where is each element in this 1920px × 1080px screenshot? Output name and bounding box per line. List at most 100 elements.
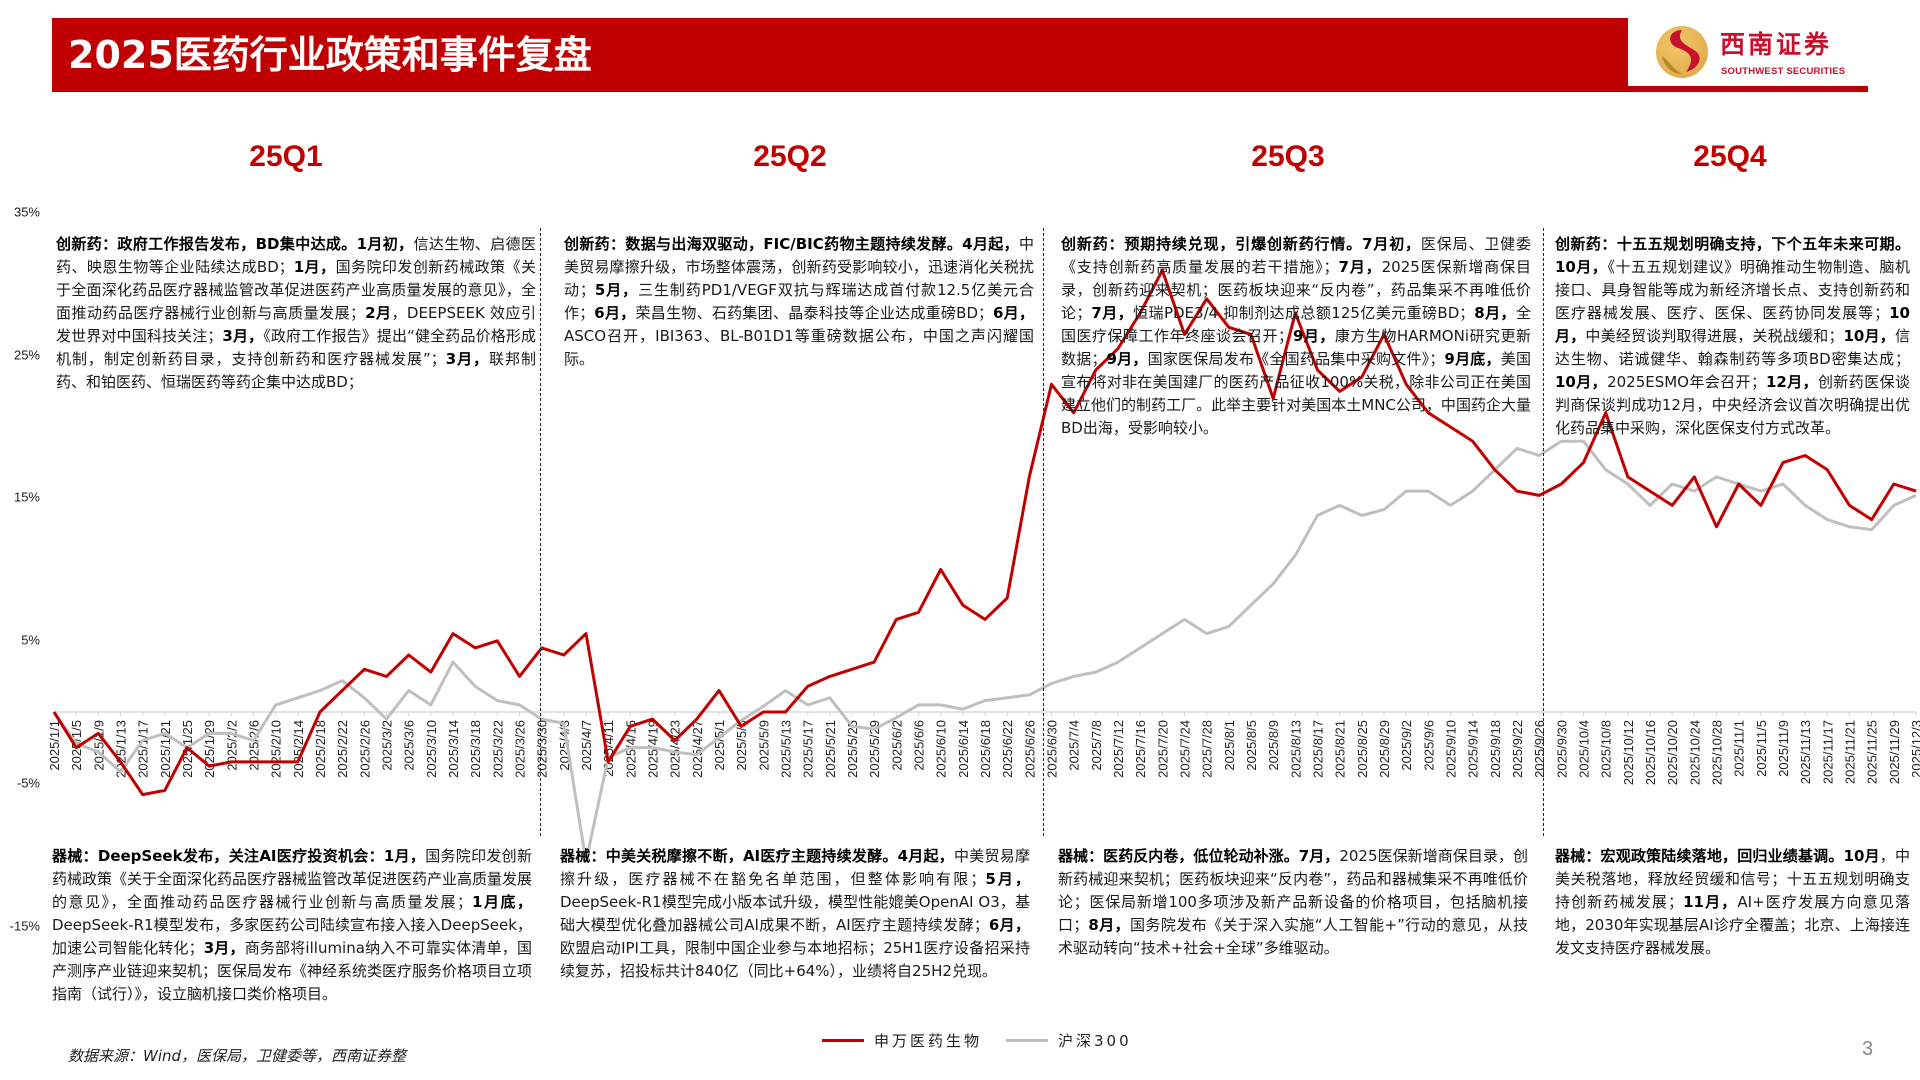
x-tick-label: 2025/7/8 bbox=[1089, 720, 1104, 771]
page-title: 2025医药行业政策和事件复盘 bbox=[68, 33, 592, 77]
logo-chinese-name: 西南证券 bbox=[1720, 30, 1833, 59]
q3-innovative-drug-summary: 创新药：预期持续兑现，引爆创新药行情。7月初，医保局、卫健委《支持创新药高质量发… bbox=[1061, 235, 1531, 437]
x-tick-label: 2025/3/2 bbox=[380, 720, 395, 771]
x-tick-label: 2025/6/26 bbox=[1022, 720, 1037, 778]
x-tick-label: 2025/8/5 bbox=[1244, 720, 1259, 771]
y-tick: 25% bbox=[13, 347, 40, 363]
x-tick-label: 2025/11/13 bbox=[1798, 720, 1813, 784]
q4-device-summary: 器械：宏观政策陆续落地，回归业绩基调。10月，中美关税落地，释放经贸缓和信号；十… bbox=[1555, 847, 1910, 957]
x-tick-label: 2025/1/29 bbox=[202, 720, 217, 778]
x-tick-label: 2025/3/26 bbox=[513, 720, 528, 778]
logo-underline bbox=[1628, 86, 1868, 92]
x-tick-label: 2025/7/16 bbox=[1133, 720, 1148, 778]
x-tick-label: 2025/4/27 bbox=[690, 720, 705, 778]
x-tick-label: 2025/11/9 bbox=[1776, 720, 1791, 777]
x-tick-label: 2025/9/10 bbox=[1444, 720, 1459, 778]
title-bar: 2025医药行业政策和事件复盘 bbox=[52, 18, 1628, 92]
x-tick-label: 2025/11/1 bbox=[1732, 720, 1747, 777]
x-tick-label: 2025/8/17 bbox=[1311, 720, 1326, 778]
logo-english-name: SOUTHWEST SECURITIES bbox=[1721, 66, 1846, 77]
x-tick-label: 2025/7/28 bbox=[1200, 720, 1215, 778]
x-tick-label: 2025/11/5 bbox=[1754, 720, 1769, 777]
page-number: 3 bbox=[1862, 1038, 1874, 1060]
y-tick: 5% bbox=[21, 632, 40, 648]
x-tick-label: 2025/6/10 bbox=[934, 720, 949, 778]
x-tick-label: 2025/10/28 bbox=[1710, 720, 1725, 785]
legend-item-sw-pharma: 申万医药生物 bbox=[822, 1030, 982, 1051]
logo-emblem-icon bbox=[1656, 26, 1708, 78]
x-tick-label: 2025/9/26 bbox=[1532, 720, 1547, 778]
x-tick-label: 2025/2/2 bbox=[224, 720, 239, 771]
x-tick-label: 2025/9/6 bbox=[1421, 720, 1436, 771]
legend-label: 沪深300 bbox=[1058, 1032, 1132, 1050]
x-tick-label: 2025/5/13 bbox=[779, 720, 794, 778]
x-tick-label: 2025/9/2 bbox=[1399, 720, 1414, 771]
legend-label: 申万医药生物 bbox=[874, 1032, 983, 1050]
x-tick-label: 2025/8/25 bbox=[1355, 720, 1370, 778]
x-tick-label: 2025/9/30 bbox=[1554, 720, 1569, 778]
x-tick-label: 2025/11/21 bbox=[1843, 720, 1858, 784]
legend-swatch-red bbox=[822, 1039, 864, 1042]
x-tick-label: 2025/10/16 bbox=[1643, 720, 1658, 785]
x-tick-label: 2025/3/6 bbox=[402, 720, 417, 771]
x-tick-label: 2025/2/10 bbox=[269, 720, 284, 778]
x-tick-label: 2025/6/22 bbox=[1000, 720, 1015, 778]
x-tick-label: 2025/8/1 bbox=[1222, 720, 1237, 771]
x-tick-label: 2025/10/12 bbox=[1621, 720, 1636, 785]
x-tick-label: 2025/1/25 bbox=[180, 720, 195, 778]
x-tick-label: 2025/4/11 bbox=[601, 720, 616, 777]
x-tick-label: 2025/6/2 bbox=[889, 720, 904, 771]
data-source-note: 数据来源：Wind，医保局，卫健委等，西南证券整 bbox=[68, 1047, 407, 1065]
y-tick: -5% bbox=[16, 775, 40, 791]
chart-legend: 申万医药生物 沪深300 bbox=[822, 1030, 1156, 1051]
x-tick-label: 2025/3/22 bbox=[490, 720, 505, 778]
y-tick: -15% bbox=[9, 918, 40, 934]
x-tick-label: 2025/5/21 bbox=[823, 720, 838, 778]
x-tick-label: 2025/1/17 bbox=[136, 720, 151, 778]
quarter-label-q3: 25Q3 bbox=[1251, 140, 1325, 173]
x-tick-label: 2025/6/6 bbox=[912, 720, 927, 771]
x-tick-label: 2025/1/1 bbox=[47, 720, 62, 771]
x-tick-label: 2025/5/29 bbox=[867, 720, 882, 778]
x-tick-label: 2025/10/20 bbox=[1665, 720, 1680, 785]
x-tick-label: 2025/8/9 bbox=[1266, 720, 1281, 771]
q2-innovative-drug-summary: 创新药：数据与出海双驱动，FIC/BIC药物主题持续发酵。4月起，中美贸易摩擦升… bbox=[564, 235, 1035, 368]
x-tick-label: 2025/2/18 bbox=[313, 720, 328, 778]
q1-innovative-drug-summary: 创新药：政府工作报告发布，BD集中达成。1月初，信达生物、启德医药、映恩生物等企… bbox=[56, 235, 537, 391]
x-tick-label: 2025/6/30 bbox=[1045, 720, 1060, 778]
x-tick-label: 2025/3/18 bbox=[468, 720, 483, 778]
quarter-label-q1: 25Q1 bbox=[249, 140, 323, 173]
x-tick-label: 2025/5/25 bbox=[845, 720, 860, 778]
x-tick-label: 2025/9/14 bbox=[1466, 720, 1481, 778]
q3-device-summary: 器械：医药反内卷，低位轮动补涨。7月，2025医保新增商保目录，创新药械迎来契机… bbox=[1058, 847, 1528, 957]
x-tick-label: 2025/1/13 bbox=[114, 720, 129, 778]
quarter-divider bbox=[540, 228, 541, 836]
x-tick-label: 2025/12/3 bbox=[1909, 720, 1920, 778]
q4-innovative-drug-summary: 创新药：十五五规划明确支持，下个五年未来可期。10月，《十五五规划建议》明确推动… bbox=[1555, 235, 1910, 437]
x-tick-label: 2025/10/8 bbox=[1599, 720, 1614, 778]
q2-device-summary: 器械：中美关税摩擦不断，AI医疗主题持续发酵。4月起，中美贸易摩擦升级，医疗器械… bbox=[560, 847, 1030, 980]
x-tick-label: 2025/5/9 bbox=[756, 720, 771, 771]
x-tick-label: 2025/3/14 bbox=[446, 720, 461, 778]
x-tick-label: 2025/7/20 bbox=[1155, 720, 1170, 778]
x-tick-label: 2025/3/30 bbox=[535, 720, 550, 778]
x-tick-label: 2025/11/25 bbox=[1865, 720, 1880, 784]
x-tick-label: 2025/2/26 bbox=[357, 720, 372, 778]
x-tick-label: 2025/6/14 bbox=[956, 720, 971, 778]
quarter-label-q2: 25Q2 bbox=[753, 140, 827, 173]
x-tick-label: 2025/7/4 bbox=[1067, 720, 1082, 771]
x-tick-label: 2025/3/10 bbox=[424, 720, 439, 778]
x-tick-label: 2025/4/7 bbox=[579, 720, 594, 771]
q1-device-summary: 器械：DeepSeek发布，关注AI医疗投资机会：1月，国务院印发创新药械政策《… bbox=[52, 847, 533, 1003]
x-tick-label: 2025/4/19 bbox=[646, 720, 661, 778]
x-tick-label: 2025/6/18 bbox=[978, 720, 993, 778]
quarter-divider bbox=[1043, 228, 1044, 836]
x-tick-label: 2025/9/18 bbox=[1488, 720, 1503, 778]
series-line-csi300 bbox=[52, 439, 1917, 864]
x-tick-label: 2025/10/24 bbox=[1687, 720, 1702, 785]
x-tick-label: 2025/1/5 bbox=[69, 720, 84, 771]
x-tick-label: 2025/2/14 bbox=[291, 720, 306, 778]
x-tick-label: 2025/4/3 bbox=[557, 720, 572, 771]
x-tick-label: 2025/10/4 bbox=[1577, 720, 1592, 778]
y-tick: 35% bbox=[13, 204, 40, 220]
